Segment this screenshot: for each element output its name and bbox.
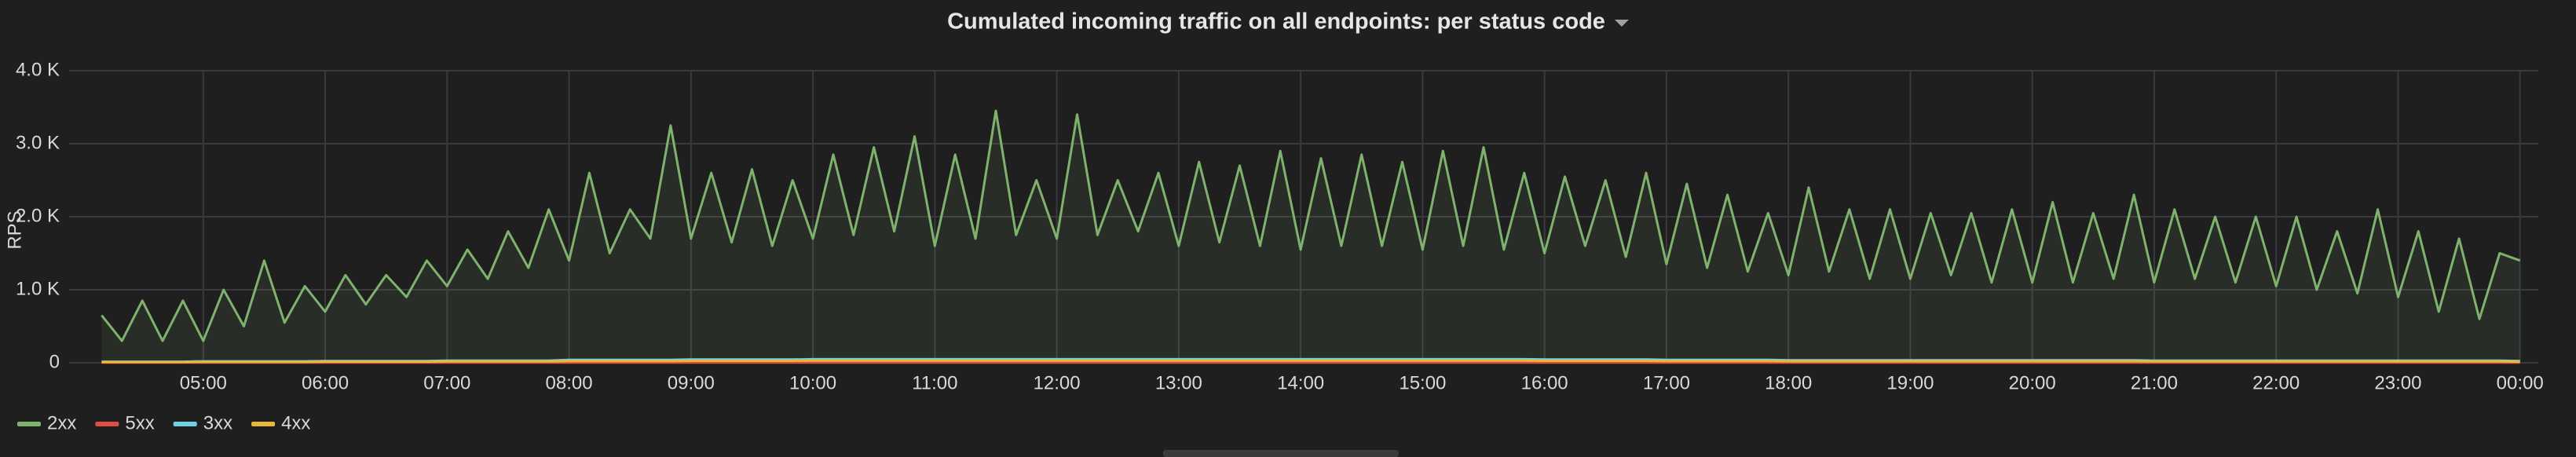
y-tick-label: 2.0 K — [16, 205, 60, 226]
x-tick-label: 17:00 — [1643, 372, 1690, 393]
y-tick-label: 4.0 K — [16, 59, 60, 80]
x-tick-label: 11:00 — [912, 372, 957, 393]
y-tick-label: 1.0 K — [16, 278, 60, 299]
legend-item[interactable]: 3xx — [173, 412, 232, 433]
x-tick-label: 10:00 — [789, 372, 836, 393]
panel-title[interactable]: Cumulated incoming traffic on all endpoi… — [947, 9, 1605, 35]
x-tick-label: 13:00 — [1155, 372, 1202, 393]
panel-menu-caret[interactable] — [1614, 20, 1629, 27]
x-tick-label: 16:00 — [1521, 372, 1568, 393]
legend-label: 3xx — [203, 412, 232, 433]
x-tick-label: 19:00 — [1886, 372, 1934, 393]
x-tick-label: 08:00 — [546, 372, 593, 393]
x-tick-label: 09:00 — [668, 372, 715, 393]
legend-item[interactable]: 2xx — [17, 412, 76, 433]
x-tick-label: 14:00 — [1277, 372, 1324, 393]
y-tick-label: 0 — [49, 351, 60, 372]
legend-item[interactable]: 4xx — [251, 412, 310, 433]
x-tick-label: 20:00 — [2009, 372, 2056, 393]
series-line — [101, 109, 2521, 342]
x-tick-label: 15:00 — [1399, 372, 1446, 393]
legend-label: 2xx — [47, 412, 76, 433]
x-tick-label: 06:00 — [302, 372, 349, 393]
y-tick-label: 3.0 K — [16, 132, 60, 153]
legend-swatch — [95, 422, 119, 426]
x-tick-label: 00:00 — [2497, 372, 2544, 393]
series-line — [101, 359, 2520, 364]
x-tick-label: 23:00 — [2374, 372, 2421, 393]
legend-swatch — [251, 422, 276, 426]
x-tick-label: 05:00 — [180, 372, 227, 393]
x-tick-label: 12:00 — [1034, 372, 1081, 393]
legend-label: 4xx — [281, 412, 310, 433]
series-area — [101, 111, 2520, 363]
legend-label: 5xx — [125, 412, 154, 433]
resize-handle[interactable] — [1163, 450, 1399, 457]
x-tick-label: 07:00 — [423, 372, 470, 393]
y-axis-label: RPS — [4, 210, 25, 249]
legend-swatch — [173, 422, 197, 426]
x-tick-label: 18:00 — [1765, 372, 1812, 393]
legend-item[interactable]: 5xx — [95, 412, 155, 433]
legend-swatch — [17, 422, 41, 426]
x-tick-label: 21:00 — [2131, 372, 2178, 393]
x-tick-label: 22:00 — [2252, 372, 2300, 393]
